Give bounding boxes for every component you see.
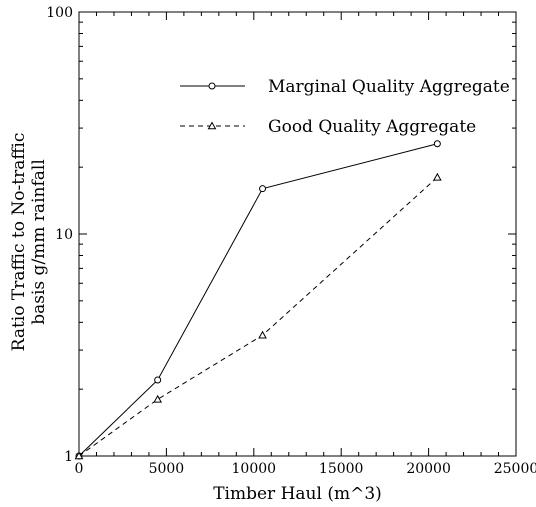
x-tick-label: 15000: [319, 461, 364, 477]
marginal-quality-point: [259, 185, 267, 193]
good-quality-point: [258, 330, 267, 339]
marginal-quality-point: [154, 376, 162, 384]
y-tick-label: 100: [46, 5, 73, 21]
marginal-quality-point: [433, 140, 441, 148]
x-tick-label: 25000: [494, 461, 536, 477]
good-quality-point: [74, 451, 84, 460]
good-quality-point: [432, 172, 442, 181]
marginal-quality-line: [78, 143, 438, 457]
y-tick-label: 10: [55, 227, 73, 243]
x-tick-label: 10000: [232, 461, 277, 477]
y-axis-title-line-2: basis g/mm rainfall: [29, 159, 49, 325]
y-tick-label: 1: [64, 449, 73, 465]
x-tick-label: 20000: [406, 461, 451, 477]
good-quality-line: [78, 176, 438, 457]
y-axis-ticks: 1 10 100: [46, 5, 516, 465]
legend-triangle-marker: [207, 121, 217, 130]
series-layer: [74, 140, 442, 460]
x-tick-label: 5000: [149, 461, 185, 477]
legend-circle-marker: [208, 82, 216, 90]
x-axis-ticks: 0 5000 10000 15000 20000 25000: [75, 12, 536, 477]
x-tick-label: 0: [75, 461, 84, 477]
legend-label: Good Quality Aggregate: [268, 117, 476, 137]
good-quality-point: [153, 394, 163, 403]
legend: Marginal Quality Aggregate Good Quality A…: [180, 77, 510, 137]
y-axis-title-line-1: Ratio Traffic to No-traffic: [9, 133, 29, 352]
x-axis-title: Timber Haul (m^3): [213, 484, 382, 504]
legend-label: Marginal Quality Aggregate: [268, 77, 510, 97]
